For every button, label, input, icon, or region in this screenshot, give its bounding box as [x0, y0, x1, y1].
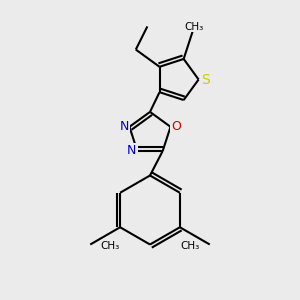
Text: CH₃: CH₃	[184, 22, 204, 32]
Text: S: S	[201, 73, 210, 86]
Text: N: N	[127, 145, 136, 158]
Text: CH₃: CH₃	[101, 241, 120, 251]
Text: O: O	[171, 120, 181, 133]
Text: N: N	[119, 120, 129, 133]
Text: CH₃: CH₃	[180, 241, 199, 251]
